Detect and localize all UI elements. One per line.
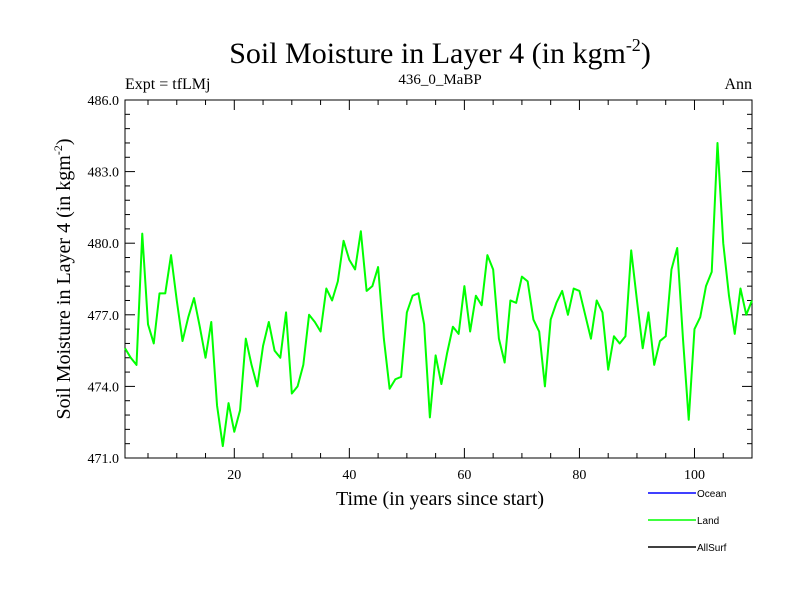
x-tick-label: 40 [342, 468, 356, 483]
experiment-label: Expt = tfLMj [125, 76, 210, 93]
x-axis-label: Time (in years since start) [336, 488, 544, 510]
y-tick-labels: 471.0 474.0 477.0 480.0 483.0 486.0 [88, 94, 120, 467]
axis-ticks [125, 99, 752, 459]
x-tick-label: 100 [684, 468, 705, 483]
y-axis-label: Soil Moisture in Layer 4 (in kgm-2) [51, 138, 75, 419]
x-tick-label: 20 [227, 468, 241, 483]
y-tick-label: 474.0 [88, 380, 120, 395]
y-tick-label: 477.0 [88, 309, 120, 324]
legend-label-land: Land [697, 516, 719, 527]
legend-label-allsurf: AllSurf [697, 543, 727, 554]
season-label: Ann [724, 76, 752, 93]
x-tick-label: 60 [457, 468, 471, 483]
legend: Ocean Land AllSurf [648, 489, 727, 554]
y-tick-label: 471.0 [88, 452, 120, 467]
x-tick-labels: 20 40 60 80 100 [227, 468, 705, 483]
chart-title: Soil Moisture in Layer 4 (in kgm-2) [229, 35, 651, 70]
plot-frame [124, 99, 753, 459]
land-series-line [124, 141, 753, 448]
subtitle-center: 436_0_MaBP [398, 72, 481, 88]
y-tick-label: 480.0 [88, 237, 120, 252]
y-tick-label: 483.0 [88, 166, 120, 181]
legend-label-ocean: Ocean [697, 489, 726, 500]
x-tick-label: 80 [572, 468, 586, 483]
y-tick-label: 486.0 [88, 94, 120, 109]
